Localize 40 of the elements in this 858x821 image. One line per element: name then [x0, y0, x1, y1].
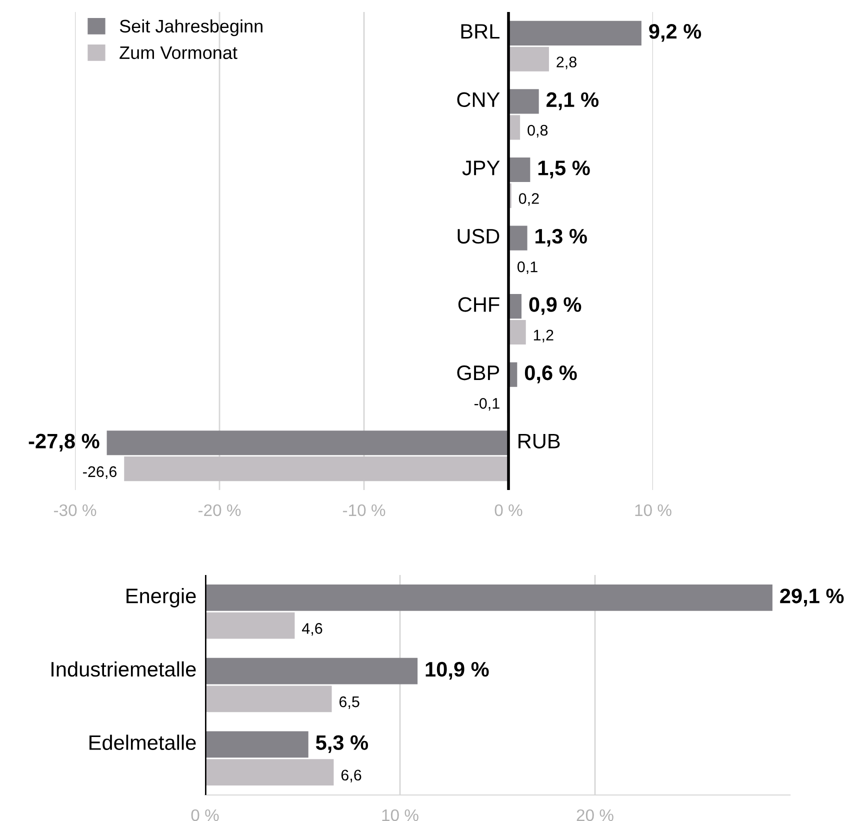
- data-label: 9,2 %: [649, 24, 702, 42]
- x-tick-label: 0 %: [191, 809, 219, 821]
- legend-label: Seit Jahresbeginn: [120, 19, 262, 36]
- y-tick-label: CHF: [458, 297, 500, 312]
- data-label: 6,6: [341, 770, 362, 782]
- data-label: 1,2: [534, 330, 554, 342]
- y-tick-label: Energie: [126, 588, 196, 608]
- x-tick-label: -20 %: [198, 504, 241, 516]
- x-tick-label: -10 %: [342, 504, 386, 516]
- data-label: 0,2: [518, 193, 539, 206]
- data-label: 0,6 %: [524, 365, 577, 384]
- y-tick-label: Industriemetalle: [52, 661, 196, 677]
- data-label: -0,1: [474, 398, 500, 411]
- x-tick-label: 10 %: [382, 809, 418, 821]
- x-tick-label: -30 %: [54, 504, 96, 516]
- data-label: 4,6: [302, 623, 322, 636]
- data-label: 1,5 %: [538, 160, 590, 178]
- data-label: 0,9 %: [529, 297, 582, 315]
- data-label: 2,8: [556, 56, 576, 70]
- data-label: -26,6: [83, 466, 117, 479]
- y-tick-label: USD: [458, 228, 500, 244]
- data-label: -27,8 %: [28, 434, 100, 452]
- x-tick-label: 10 %: [635, 504, 672, 516]
- y-tick-label: BRL: [461, 24, 500, 39]
- data-label: 2,1 %: [546, 92, 599, 110]
- data-label: 6,5: [339, 696, 360, 710]
- y-tick-label: Edelmetalle: [90, 734, 196, 750]
- data-label: 29,1 %: [780, 588, 844, 606]
- data-label: 10,9 %: [426, 662, 489, 680]
- x-tick-label: 20 %: [576, 809, 614, 821]
- y-tick-label: CNY: [457, 92, 500, 108]
- data-label: 0,1: [517, 261, 538, 274]
- data-label: 0,8: [528, 124, 548, 138]
- x-tick-label: 0 %: [494, 504, 522, 516]
- data-label: 1,3 %: [536, 228, 587, 247]
- y-tick-label: RUB: [518, 434, 560, 448]
- data-label: 5,3 %: [316, 735, 368, 754]
- legend-label: Zum Vormonat: [120, 46, 238, 60]
- y-tick-label: JPY: [462, 160, 500, 176]
- y-tick-label: GBP: [457, 365, 500, 380]
